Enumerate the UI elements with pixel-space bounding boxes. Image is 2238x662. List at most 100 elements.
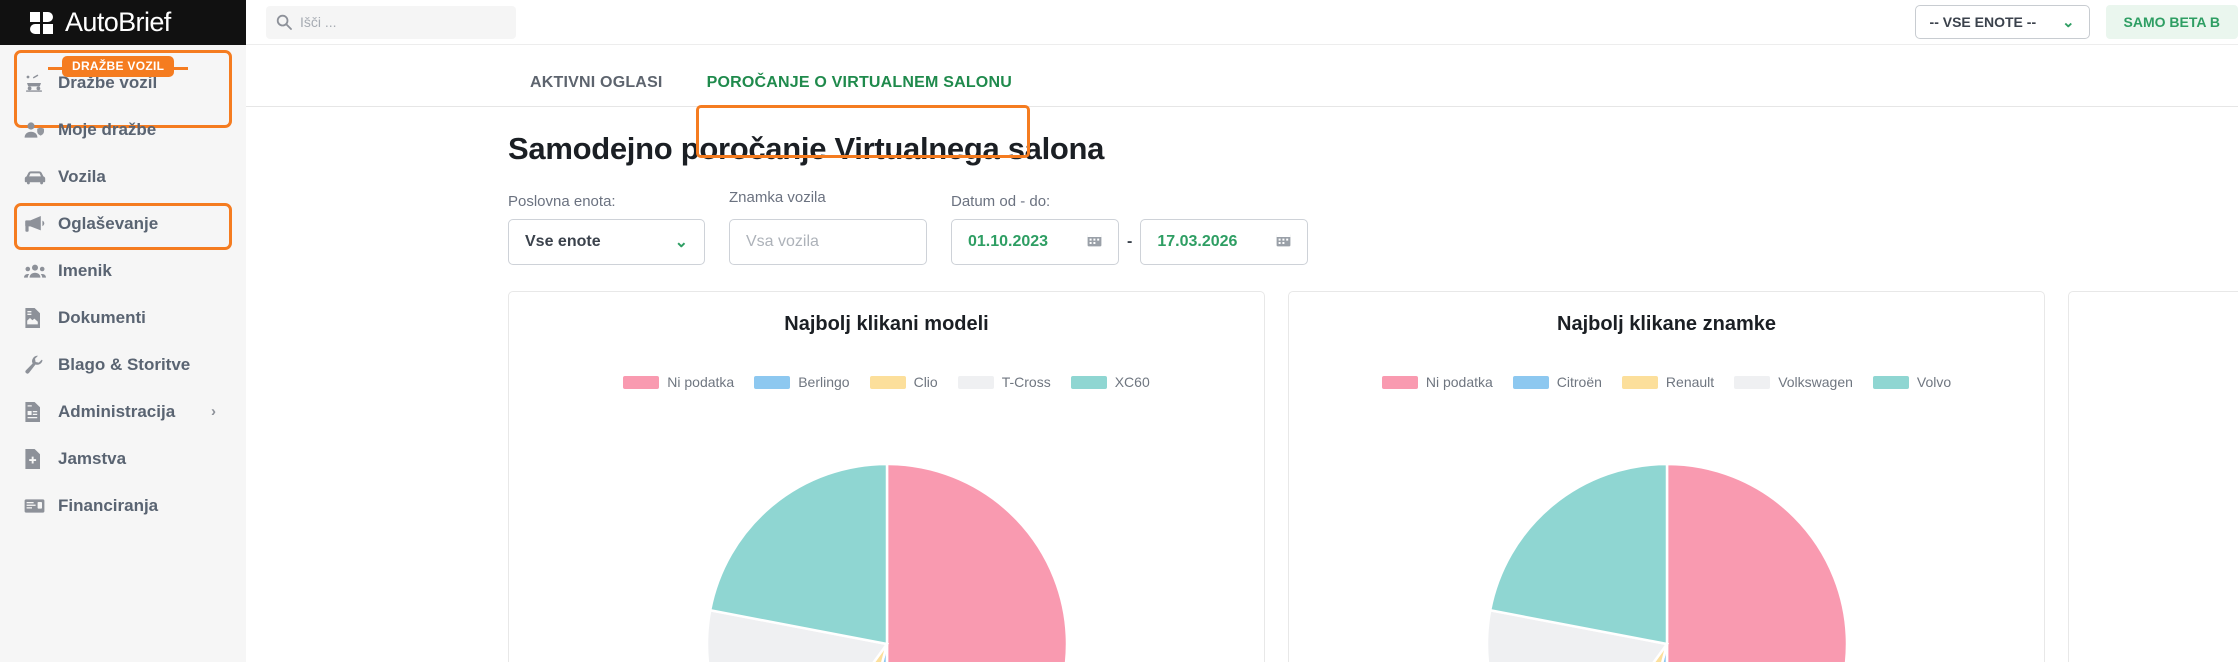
sidebar-item-label: Jamstva (58, 448, 127, 468)
legend-item[interactable]: Ni podatka (1381, 374, 1493, 390)
unit-dropdown-value: Vse enote (525, 233, 601, 250)
unit-select-value: -- VSE ENOTE -- (1929, 14, 2037, 30)
sidebar-item-oglasevanje[interactable]: Oglaševanje (0, 200, 246, 247)
legend-label: Ni podatka (667, 374, 735, 390)
legend-swatch (1381, 375, 1418, 389)
brand-logo[interactable]: AutoBrief (0, 0, 246, 45)
sidebar-item-label: Blago & Storitve (58, 354, 191, 374)
legend-item[interactable]: Citroën (1512, 374, 1602, 390)
sidebar-item-blago-storitve[interactable]: Blago & Storitve (0, 341, 246, 388)
sidebar-item-financiranja[interactable]: Financiranja (0, 482, 246, 529)
chevron-down-icon: ⌄ (2061, 14, 2075, 31)
sidebar: AutoBrief DRAŽBE VOZIL Dražbe vozil (0, 0, 246, 662)
chart-legend: Ni podatka Berlingo Clio T-Cross XC60 (509, 374, 1264, 390)
brand-name: AutoBrief (65, 7, 171, 37)
legend-swatch (1512, 375, 1549, 389)
chart-card-modeli: Najbolj klikani modeli Ni podatka Berling… (508, 291, 1265, 662)
sidebar-item-label: Dražbe vozil (58, 72, 158, 92)
car-icon (24, 169, 58, 185)
pie-slice[interactable] (1488, 462, 1668, 646)
legend-item[interactable]: Berlingo (754, 374, 850, 390)
chart-title: Najbolj klikano po letu izde (2069, 292, 2238, 336)
tab-porocanje-o-virtualnem-salonu[interactable]: POROČANJE O VIRTUALNEM SALONU (706, 73, 1012, 91)
sidebar-item-label: Administracija (58, 401, 176, 421)
filter-bar: Poslovna enota: Vse enote ⌄ Znamka vozil… (246, 167, 2238, 265)
sidebar-item-drazbe-vozil[interactable]: Dražbe vozil (0, 59, 246, 106)
legend-swatch (623, 375, 660, 389)
date-from-input[interactable]: 01.10.2023 (951, 219, 1119, 265)
user-shield-icon (24, 121, 58, 139)
pie-slice[interactable] (885, 462, 1068, 662)
megaphone-icon (24, 215, 58, 233)
sidebar-item-administracija[interactable]: Administracija › (0, 388, 246, 435)
chart-card-leto-izdelave: Najbolj klikano po letu izde Ni podatkaN… (2068, 291, 2238, 662)
search-icon (276, 14, 292, 30)
calendar-icon[interactable] (1276, 232, 1291, 252)
admin-doc-icon (24, 401, 58, 422)
legend-item[interactable]: XC60 (1070, 374, 1150, 390)
search-box[interactable] (266, 5, 516, 39)
sidebar-item-moje-drazbe[interactable]: Moje dražbe (0, 106, 246, 153)
top-bar-actions: -- VSE ENOTE -- ⌄ SAMO BETA B (1914, 5, 2238, 39)
legend-label: Berlingo (798, 374, 850, 390)
filter-date-label: Datum od - do: (951, 193, 1051, 210)
legend-label: Volvo (1916, 374, 1952, 390)
pie-slice[interactable] (1485, 608, 1669, 662)
pie-slice[interactable] (708, 462, 888, 646)
legend-item[interactable]: Volkswagen (1734, 374, 1853, 390)
sidebar-item-jamstva[interactable]: Jamstva (0, 435, 246, 482)
unit-select[interactable]: -- VSE ENOTE -- ⌄ (1914, 5, 2090, 39)
legend-swatch (1872, 375, 1909, 389)
promo-badge: DRAŽBE VOZIL (47, 56, 189, 77)
pie-slice[interactable] (1665, 462, 1848, 662)
sidebar-item-label: Vozila (58, 166, 106, 186)
legend-item[interactable]: Volvo (1872, 374, 1952, 390)
chevron-right-icon: › (211, 403, 216, 420)
chart-legend: Ni podatkaNi podatka2024 (2069, 374, 2238, 390)
tab-bar: AKTIVNI OGLASI POROČANJE O VIRTUALNEM SA… (246, 45, 2238, 158)
page-title: Samodejno poročanje Virtualnega salona (508, 131, 1105, 166)
brand-input[interactable] (746, 233, 910, 251)
sidebar-nav: Dražbe vozil Moje dražbe (0, 45, 246, 529)
date-to-input[interactable]: 17.03.2026 (1140, 219, 1309, 265)
chart-card-znamke: Najbolj klikane znamke Ni podatka Citroën… (1288, 291, 2045, 662)
unit-dropdown[interactable]: Vse enote ⌄ (508, 219, 705, 265)
chart-title: Najbolj klikani modeli (784, 313, 989, 335)
filter-unit: Poslovna enota: Vse enote ⌄ (508, 193, 705, 265)
chevron-down-icon: ⌄ (674, 234, 688, 251)
legend-item[interactable]: Clio (869, 374, 938, 390)
legend-label: Volkswagen (1778, 374, 1853, 390)
filter-date-from: Datum od - do: 01.10.2023 (951, 193, 1119, 265)
date-to-value: 17.03.2026 (1157, 233, 1238, 250)
legend-label: Citroën (1556, 374, 1602, 390)
legend-swatch (1070, 375, 1107, 389)
filter-date-to: 17.03.2026 (1140, 219, 1309, 265)
pie-chart (1485, 462, 1848, 662)
legend-label: Clio (913, 374, 938, 390)
search-input[interactable] (300, 14, 506, 30)
legend-label: T-Cross (1001, 374, 1051, 390)
legend-item[interactable]: Renault (1621, 374, 1714, 390)
legend-item[interactable]: Ni podatka (623, 374, 734, 390)
legend-swatch (754, 375, 791, 389)
filter-brand-label: Znamka vozila (729, 189, 826, 206)
document-icon (24, 307, 58, 328)
car-auction-icon (24, 74, 58, 92)
legend-label: XC60 (1114, 374, 1150, 390)
four-squares-icon (30, 11, 56, 35)
tab-aktivni-oglasi[interactable]: AKTIVNI OGLASI (530, 73, 663, 91)
legend-item[interactable]: T-Cross (957, 374, 1051, 390)
legend-label: Ni podatka (1425, 374, 1493, 390)
date-from-value: 01.10.2023 (968, 233, 1049, 250)
sidebar-item-imenik[interactable]: Imenik (0, 247, 246, 294)
date-range-separator: - (1127, 233, 1133, 250)
sidebar-item-label: Moje dražbe (58, 119, 157, 139)
beta-button[interactable]: SAMO BETA B (2105, 5, 2238, 39)
finance-icon (24, 498, 58, 514)
sidebar-item-dokumenti[interactable]: Dokumenti (0, 294, 246, 341)
brand-input-wrapper[interactable] (729, 219, 927, 265)
sidebar-item-label: Oglaševanje (58, 213, 159, 233)
sidebar-item-vozila[interactable]: Vozila (0, 153, 246, 200)
calendar-icon[interactable] (1087, 232, 1102, 252)
pie-slice[interactable] (705, 608, 889, 662)
